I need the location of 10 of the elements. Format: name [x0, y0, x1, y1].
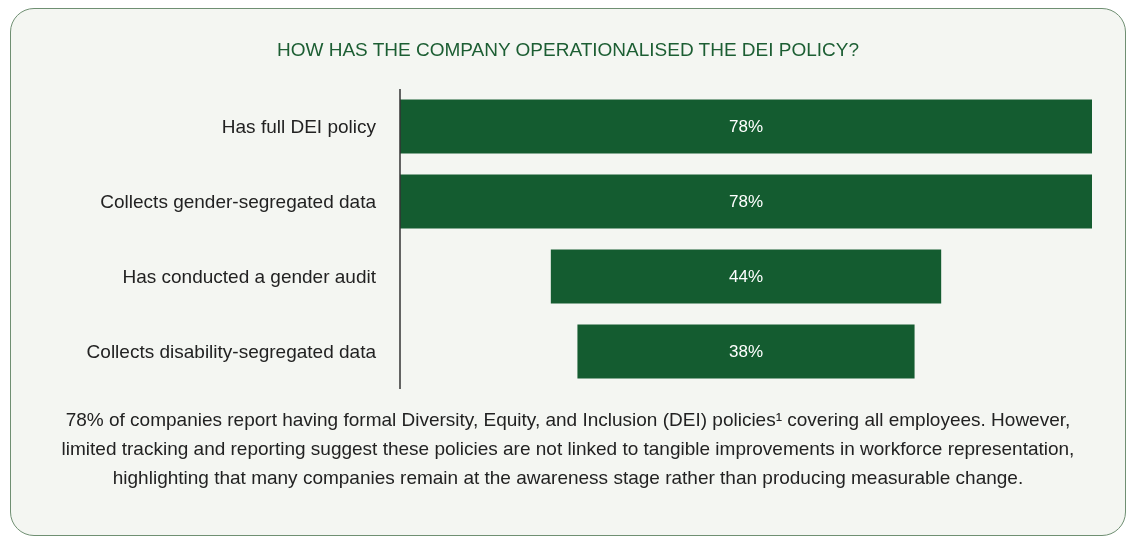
- category-label: Has conducted a gender audit: [122, 266, 377, 288]
- data-label: 78%: [728, 192, 764, 211]
- data-label: 38%: [728, 342, 764, 361]
- data-label: 44%: [728, 267, 764, 286]
- data-label: 78%: [728, 117, 764, 136]
- category-label: Collects disability-segregated data: [86, 341, 377, 363]
- text: HOW HAS THE COMPANY OPERATIONALISED THE DEI POLICY?: [275, 39, 861, 62]
- text: 78% of companies report having formal Diversity, Equity, and Inclusion (DEI) policies¹ covering all employees. However, limited tracking and reporting suggest these policies are not linked to tangible improvements in workforce representation, highlighting that many companies remain at the awareness stage rather than producing measurable change.: [60, 408, 1076, 490]
- category-label: Has full DEI policy: [221, 116, 377, 138]
- category-label: Collects gender-segregated data: [100, 191, 377, 213]
